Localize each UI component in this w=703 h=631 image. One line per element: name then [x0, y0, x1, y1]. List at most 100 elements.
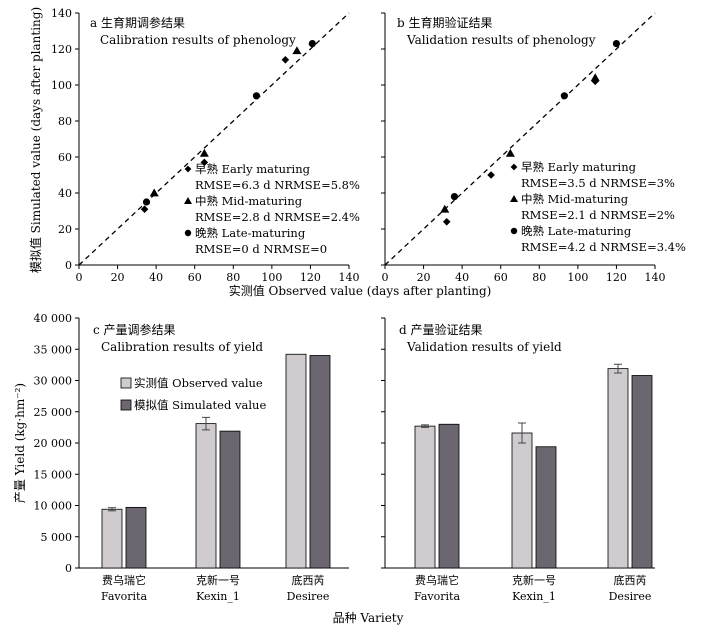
bar-d-subtitle: Validation results of yield — [406, 340, 562, 354]
scatter-a-point-circle — [308, 40, 316, 48]
scatter-a-y-tick-label: 20 — [58, 223, 72, 236]
scatter-a-legend-label: 早熟 Early maturing — [195, 162, 311, 176]
scatter-b-point-circle — [560, 92, 568, 100]
bar-d-category-cn: 底西芮 — [614, 573, 647, 587]
scatter-x-axis-label: 实测值 Observed value (days after planting) — [229, 283, 492, 298]
bar-c-y-tick-label: 0 — [65, 562, 72, 575]
bar-c-bar-observed — [101, 508, 123, 569]
scatter-b-legend-marker-triangle — [510, 195, 518, 202]
scatter-a-legend-marker-triangle — [184, 197, 192, 204]
scatter-b-legend-label: 早熟 Early maturing — [521, 160, 637, 174]
scatter-b-point-diamond — [442, 218, 451, 226]
bar-c-y-tick-label: 15 000 — [34, 468, 73, 481]
scatter-b-point-diamond — [487, 171, 495, 179]
scatter-a-x-tick-label: 140 — [339, 271, 360, 284]
scatter-a-point-triangle — [292, 46, 302, 55]
scatter-a-y-tick-label: 60 — [58, 151, 72, 164]
bar-legend-label-observed: 实测值 Observed value — [134, 376, 263, 390]
scatter-a-point-diamond — [140, 205, 149, 213]
bar-d-title: d 产量验证结果 — [399, 322, 483, 337]
scatter-a-y-tick-label: 0 — [65, 259, 72, 272]
scatter-b-x-tick-label: 60 — [494, 271, 508, 284]
scatter-b-x-tick-label: 80 — [532, 271, 546, 284]
scatter-b-point-circle — [450, 193, 459, 201]
bar-c-subtitle: Calibration results of yield — [101, 340, 263, 354]
scatter-a-y-tick-label: 120 — [51, 43, 72, 56]
bar-c-y-tick-label: 40 000 — [34, 312, 73, 325]
bar-d-category-cn: 克新一号 — [512, 573, 556, 587]
bar-d-bar-simulated — [438, 423, 460, 569]
bar-c-category-en: Desiree — [287, 590, 330, 603]
bar-d-category-en: Desiree — [609, 590, 652, 603]
bar-d-bar-simulated — [535, 446, 557, 569]
bar-c-category-en: Kexin_1 — [196, 590, 240, 603]
bar-c-bar-simulated — [125, 506, 147, 569]
scatter-a-reference-line — [78, 12, 350, 266]
scatter-b-legend-stats: RMSE=3.5 d NRMSE=3% — [521, 176, 675, 190]
bar-c-category-cn: 克新一号 — [196, 573, 240, 587]
bar-d-category-cn: 费乌瑞它 — [415, 573, 459, 587]
scatter-b-legend-marker-diamond — [510, 163, 518, 171]
bar-x-axis-label: 品种 Variety — [333, 611, 404, 625]
scatter-a-x-tick-label: 100 — [261, 271, 282, 284]
scatter-b-point-circle — [612, 40, 621, 48]
scatter-a-x-tick-label: 60 — [188, 271, 202, 284]
scatter-b-legend-stats: RMSE=2.1 d NRMSE=2% — [521, 208, 675, 222]
scatter-a-x-tick-label: 20 — [111, 271, 125, 284]
scatter-b-x-tick-label: 20 — [417, 271, 431, 284]
scatter-a-point-circle — [142, 198, 151, 206]
bar-d-bar-observed — [607, 368, 629, 569]
scatter-b-point-triangle — [440, 204, 450, 213]
bar-legend-swatch-observed — [120, 377, 132, 389]
bar-c-category-cn: 底西芮 — [292, 573, 325, 587]
scatter-b-subtitle: Validation results of phenology — [406, 33, 596, 47]
scatter-a-y-tick-label: 100 — [51, 79, 72, 92]
scatter-b-legend-label: 中熟 Mid-maturing — [521, 192, 629, 206]
scatter-a-point-circle — [252, 92, 261, 100]
bar-c-title: c 产量调参结果 — [93, 322, 176, 337]
scatter-a-title: a 生育期调参结果 — [90, 15, 185, 30]
bar-c-y-tick-label: 10 000 — [34, 500, 73, 513]
bar-c-bar-observed — [195, 423, 217, 569]
bar-c-bar-simulated — [309, 355, 331, 569]
scatter-a-y-tick-label: 140 — [51, 7, 72, 20]
bar-c-bar-observed — [285, 353, 307, 569]
bar-c-y-tick-label: 25 000 — [34, 406, 73, 419]
scatter-a-legend-stats: RMSE=2.8 d NRMSE=2.4% — [195, 210, 360, 224]
scatter-a-y-tick-label: 80 — [58, 115, 72, 128]
scatter-b-point-triangle — [505, 148, 515, 157]
scatter-a-point-triangle — [199, 148, 209, 157]
bar-c-y-tick-label: 30 000 — [34, 375, 73, 388]
scatter-b-x-tick-label: 120 — [606, 271, 627, 284]
bar-d-bar-simulated — [631, 375, 653, 569]
scatter-a-x-tick-label: 80 — [226, 271, 240, 284]
scatter-a-x-tick-label: 40 — [149, 271, 163, 284]
scatter-a-legend-stats: RMSE=6.3 d NRMSE=5.8% — [195, 178, 360, 192]
scatter-b-legend-stats: RMSE=4.2 d NRMSE=3.4% — [521, 240, 686, 254]
bar-c-bar-simulated — [219, 430, 241, 569]
scatter-a-legend-marker-diamond — [184, 165, 192, 173]
scatter-a-legend-marker-circle — [184, 229, 192, 237]
scatter-a-legend-label: 晚熟 Late-maturing — [195, 226, 306, 240]
bar-d-bar-observed — [511, 432, 533, 569]
bar-c-category-en: Favorita — [101, 590, 147, 603]
bar-y-axis-label: 产量 Yield (kg·hm⁻²) — [13, 383, 27, 503]
scatter-a-x-tick-label: 0 — [76, 271, 83, 284]
bar-c-category-cn: 费乌瑞它 — [102, 573, 146, 587]
scatter-b-title: b 生育期验证结果 — [397, 15, 493, 30]
scatter-b-legend-label: 晚熟 Late-maturing — [521, 224, 632, 238]
scatter-a-point-diamond — [281, 56, 290, 64]
scatter-a-legend-stats: RMSE=0 d NRMSE=0 — [195, 242, 327, 256]
scatter-a-x-tick-label: 120 — [300, 271, 321, 284]
bar-d-category-en: Favorita — [414, 590, 460, 603]
scatter-a-legend-label: 中熟 Mid-maturing — [195, 194, 303, 208]
bar-c-y-tick-label: 35 000 — [34, 343, 73, 356]
scatter-b-point-triangle — [590, 73, 600, 82]
scatter-b-x-tick-label: 140 — [645, 271, 666, 284]
scatter-b-x-tick-label: 40 — [455, 271, 469, 284]
scatter-a-point-triangle — [149, 188, 159, 197]
bar-d-category-en: Kexin_1 — [512, 590, 556, 603]
bar-d-bar-observed — [414, 425, 436, 569]
scatter-a-subtitle: Calibration results of phenology — [100, 33, 296, 47]
